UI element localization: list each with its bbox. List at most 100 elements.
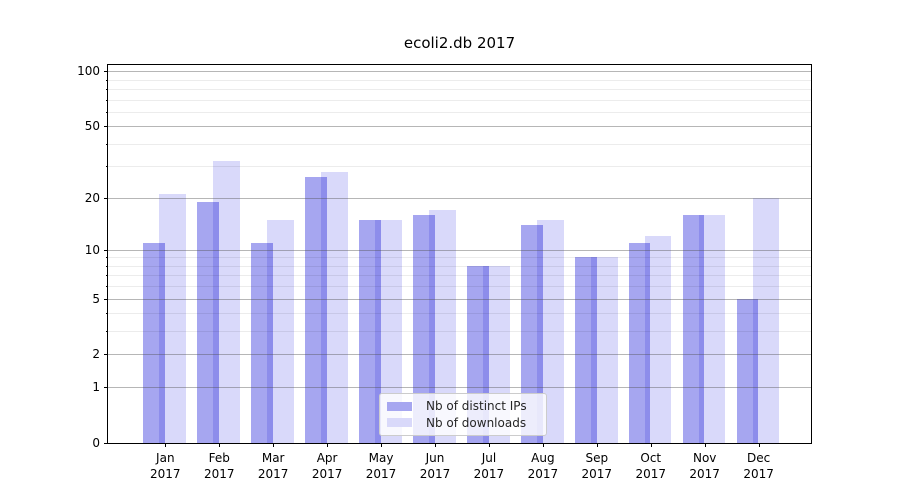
y-minortick-60 xyxy=(105,111,108,113)
x-tick-label-sep: Sep 2017 xyxy=(569,450,625,482)
x-tick-label-apr: Apr 2017 xyxy=(299,450,355,482)
y-tick-50 xyxy=(104,126,108,128)
x-tick-year-mar: 2017 xyxy=(257,467,289,481)
y-minortick-40 xyxy=(105,143,108,145)
bar-downloads-dec xyxy=(752,197,780,443)
y-tick-1 xyxy=(104,387,108,389)
bar-downloads-nov xyxy=(698,214,726,443)
x-tick-year-apr: 2017 xyxy=(311,467,343,481)
y-tick-5 xyxy=(104,298,108,300)
bar-downloads-apr xyxy=(321,171,348,443)
x-tick-label-nov: Nov 2017 xyxy=(677,450,733,482)
x-tick-label-may: May 2017 xyxy=(353,450,409,482)
y-tick-0 xyxy=(104,443,108,444)
y-tick-label-0: 0 xyxy=(92,436,100,450)
gridline-minor-7 xyxy=(108,275,811,277)
legend: Nb of distinct IPs Nb of downloads xyxy=(379,393,547,436)
legend-item-downloads: Nb of downloads xyxy=(387,415,538,432)
x-tick-year-dec: 2017 xyxy=(743,467,774,481)
y-tick-label-2: 2 xyxy=(92,347,100,362)
x-tick-year-sep: 2017 xyxy=(581,467,613,481)
x-tick-feb xyxy=(219,443,221,447)
y-tick-label-100: 100 xyxy=(77,64,100,79)
bar-downloads-jan xyxy=(159,193,186,443)
x-tick-jun xyxy=(435,443,436,447)
x-tick-year-may: 2017 xyxy=(365,467,397,481)
x-tick-year-jun: 2017 xyxy=(419,467,451,481)
x-tick-label-jun: Jun 2017 xyxy=(407,450,463,482)
x-tick-year-oct: 2017 xyxy=(635,467,667,481)
y-tick-label-1: 1 xyxy=(92,380,100,395)
y-minortick-9 xyxy=(105,257,108,259)
gridline-minor-80 xyxy=(108,88,811,90)
x-tick-label-feb: Feb 2017 xyxy=(191,450,247,482)
legend-label-downloads: Nb of downloads xyxy=(426,415,527,430)
x-tick-apr xyxy=(327,443,329,447)
y-tick-10 xyxy=(104,249,108,251)
x-tick-year-feb: 2017 xyxy=(203,467,235,481)
gridline-minor-8 xyxy=(108,265,811,267)
bar-downloads-sep xyxy=(590,257,618,443)
y-tick-label-20: 20 xyxy=(84,190,100,205)
x-tick-mar xyxy=(273,443,275,447)
gridline-major-50 xyxy=(108,126,811,128)
x-tick-jan xyxy=(165,443,167,447)
x-tick-label-oct: Oct 2017 xyxy=(623,450,679,482)
legend-label-distinct-ips: Nb of distinct IPs xyxy=(426,399,527,414)
x-tick-label-jul: Jul 2017 xyxy=(461,450,517,482)
x-tick-label-aug: Aug 2017 xyxy=(515,450,571,482)
gridline-minor-4 xyxy=(108,313,811,315)
legend-swatch-distinct-ips xyxy=(387,401,412,411)
gridline-major-5 xyxy=(108,298,811,300)
x-tick-year-nov: 2017 xyxy=(689,467,720,481)
y-minortick-3 xyxy=(105,331,108,333)
y-minortick-7 xyxy=(105,275,108,277)
y-tick-20 xyxy=(104,197,108,199)
gridline-minor-9 xyxy=(108,257,811,259)
y-minortick-4 xyxy=(105,313,108,315)
gridline-minor-40 xyxy=(108,143,811,145)
gridline-minor-60 xyxy=(108,111,811,113)
x-tick-oct xyxy=(650,443,652,447)
gridline-major-10 xyxy=(108,249,811,251)
gridline-major-1 xyxy=(108,387,811,389)
x-tick-label-dec: Dec 2017 xyxy=(731,450,787,482)
x-tick-dec xyxy=(758,443,760,447)
x-tick-nov xyxy=(704,443,706,447)
bar-downloads-mar xyxy=(267,219,294,443)
gridline-minor-3 xyxy=(108,331,811,333)
chart-title: ecoli2.db 2017 xyxy=(403,34,516,52)
y-minortick-70 xyxy=(105,99,108,101)
x-tick-label-jan: Jan 2017 xyxy=(137,450,193,482)
gridline-major-20 xyxy=(108,197,811,199)
y-minortick-8 xyxy=(105,265,108,267)
x-tick-jul xyxy=(488,443,490,447)
gridline-major-2 xyxy=(108,354,811,356)
y-minortick-6 xyxy=(105,286,108,288)
y-minortick-80 xyxy=(105,88,108,90)
x-tick-may xyxy=(381,443,383,447)
y-tick-100 xyxy=(104,71,108,73)
y-minortick-30 xyxy=(105,166,108,168)
x-tick-year-aug: 2017 xyxy=(527,467,559,481)
gridline-minor-90 xyxy=(108,79,811,81)
x-tick-year-jul: 2017 xyxy=(473,467,505,481)
x-tick-sep xyxy=(596,443,598,447)
gridline-minor-70 xyxy=(108,99,811,101)
legend-item-distinct-ips: Nb of distinct IPs xyxy=(387,398,538,415)
legend-swatch-downloads xyxy=(387,418,412,428)
y-tick-2 xyxy=(104,354,108,356)
x-tick-aug xyxy=(542,443,544,447)
bar-downloads-feb xyxy=(213,161,240,443)
x-tick-year-jan: 2017 xyxy=(150,467,181,481)
y-tick-label-10: 10 xyxy=(84,242,100,257)
x-tick-label-mar: Mar 2017 xyxy=(245,450,301,482)
y-minortick-90 xyxy=(105,79,108,81)
y-tick-label-50: 50 xyxy=(84,119,100,134)
gridline-minor-30 xyxy=(108,166,811,168)
y-tick-label-5: 5 xyxy=(92,291,100,306)
gridline-minor-6 xyxy=(108,286,811,288)
gridline-major-100 xyxy=(108,71,811,73)
bar-downloads-oct xyxy=(644,236,672,443)
